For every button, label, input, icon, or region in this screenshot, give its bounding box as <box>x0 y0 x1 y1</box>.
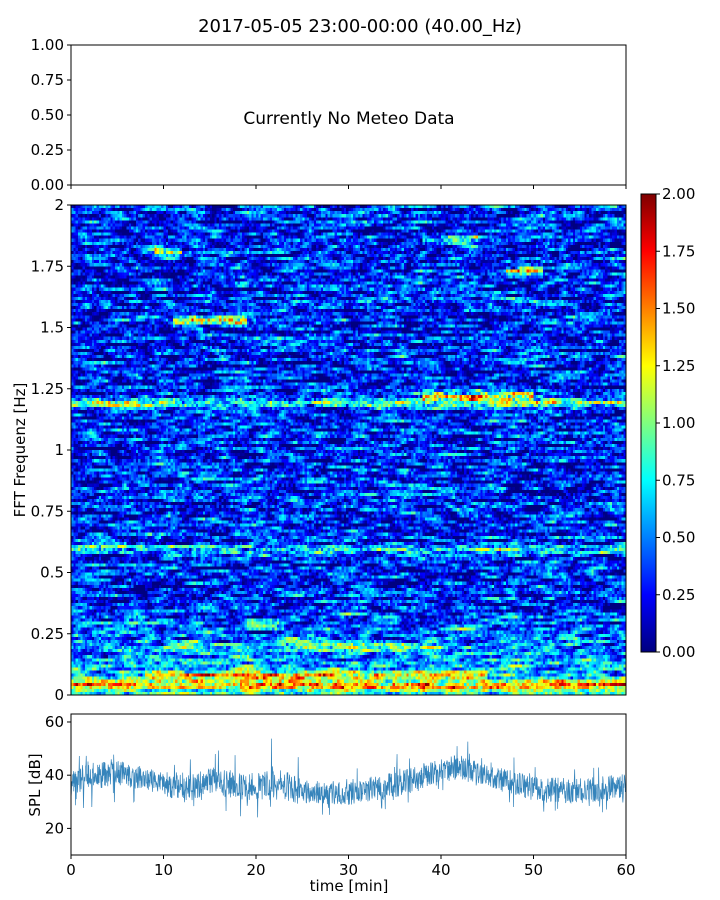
spectrogram-heatmap <box>71 205 626 695</box>
spl-ylabel: SPL [dB] <box>26 753 44 816</box>
colorbar-tick-label: 0.00 <box>662 643 695 661</box>
y-tick-label: 0.25 <box>31 141 64 159</box>
colorbar-tick-label: 2.00 <box>662 185 695 203</box>
meteo-y-axis: 0.00 0.25 0.50 0.75 1.00 <box>31 36 71 194</box>
x-tick-label: 0 <box>66 861 76 879</box>
spectrogram-y-axis: 0 0.25 0.5 0.75 1 1.25 1.5 1.75 2 <box>31 196 71 704</box>
y-tick-label: 0.75 <box>31 71 64 89</box>
x-tick-label: 60 <box>616 861 635 879</box>
spectrogram-panel: 0 0.25 0.5 0.75 1 1.25 1.5 1.75 2 FFT Frequenz [… <box>11 196 627 704</box>
y-tick-label: 40 <box>45 766 64 784</box>
colorbar-tick-label: 1.00 <box>662 414 695 432</box>
colorbar-tick-label: 0.75 <box>662 471 695 489</box>
y-tick-label: 20 <box>45 819 64 837</box>
colorbar-tick-label: 1.25 <box>662 357 695 375</box>
spl-y-axis: 20 40 60 <box>45 713 71 837</box>
y-tick-label: 0.00 <box>31 176 64 194</box>
colorbar-tick-label: 1.75 <box>662 242 695 260</box>
y-tick-label: 0.5 <box>40 564 64 582</box>
x-tick-label: 20 <box>246 861 265 879</box>
y-tick-label: 60 <box>45 713 64 731</box>
y-tick-label: 1.5 <box>40 319 64 337</box>
x-tick-label: 40 <box>431 861 450 879</box>
spl-x-axis: 0 10 20 30 40 50 60 <box>66 855 636 879</box>
meteo-axes-frame <box>70 44 627 186</box>
y-tick-label: 1 <box>54 441 64 459</box>
y-tick-label: 0.50 <box>31 106 64 124</box>
colorbar-ticks: 0.00 0.25 0.50 0.75 1.00 1.25 1.50 1.75 2.00 <box>656 185 695 661</box>
spectrogram-ylabel: FFT Frequenz [Hz] <box>11 383 29 518</box>
colorbar-gradient <box>640 193 657 653</box>
y-tick-label: 0 <box>54 686 64 704</box>
spectrogram-image <box>71 205 626 695</box>
meteo-panel: Currently No Meteo Data 0.00 0.25 0.50 0.75… <box>31 36 627 194</box>
y-tick-label: 0.75 <box>31 502 64 520</box>
y-tick-label: 1.00 <box>31 36 64 54</box>
meteo-message: Currently No Meteo Data <box>243 109 454 129</box>
colorbar-tick-label: 0.50 <box>662 529 695 547</box>
x-tick-label: 50 <box>524 861 543 879</box>
y-tick-label: 0.25 <box>31 625 64 643</box>
meteo-x-ticks <box>70 185 627 189</box>
spl-xlabel: time [min] <box>310 877 389 895</box>
y-tick-label: 2 <box>54 196 64 214</box>
figure-title: 2017-05-05 23:00-00:00 (40.00_Hz) <box>198 16 522 37</box>
spl-series-line <box>71 738 626 818</box>
y-tick-label: 1.25 <box>31 380 64 398</box>
x-tick-label: 30 <box>339 861 358 879</box>
spl-trace <box>71 738 626 818</box>
y-tick-label: 1.75 <box>31 257 64 275</box>
colorbar: 0.00 0.25 0.50 0.75 1.00 1.25 1.50 1.75 2.00 <box>640 185 695 661</box>
colorbar-tick-label: 1.50 <box>662 300 695 318</box>
colorbar-tick-label: 0.25 <box>662 586 695 604</box>
x-tick-label: 10 <box>154 861 173 879</box>
spl-panel: 20 40 60 0 10 20 30 40 50 60 SPL [dB] time [min] <box>26 713 636 895</box>
